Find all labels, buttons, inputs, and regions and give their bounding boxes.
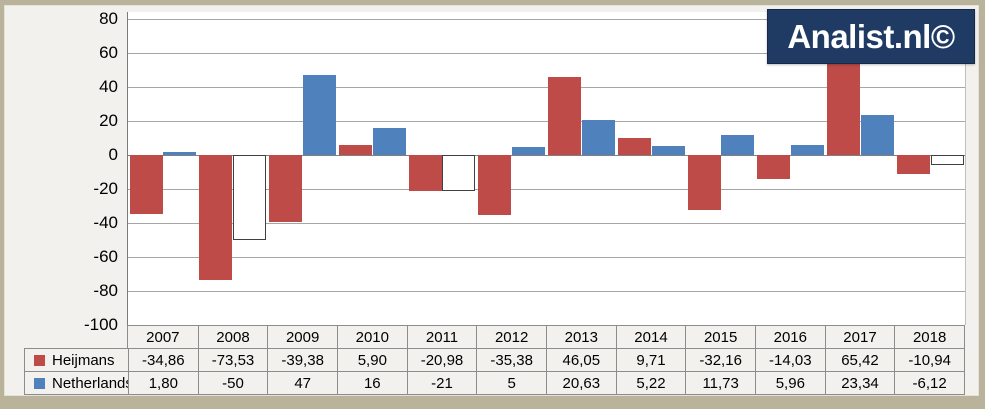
gridline [128,189,965,190]
year-header-2010: 2010 [336,326,407,348]
bar-netherlands-2018 [930,155,964,166]
legend-label: Netherlands [52,374,128,392]
bar-heijmans-2008 [199,155,233,280]
bar-netherlands-2007 [163,151,197,155]
bar-heijmans-2007 [129,155,163,215]
y-axis-tick-label: 0 [108,145,118,164]
legend-cell-netherlands: Netherlands [25,372,128,394]
year-header-2007: 2007 [146,328,180,346]
value-netherlands-2014: 5,22 [615,372,686,394]
year-header-2014: 2014 [615,326,686,348]
analist-logo-text: Analist.nl© [787,17,955,55]
value-heijmans-2016: -14,03 [754,349,825,371]
legend-label: Heijmans [52,351,115,369]
y-axis-tick-label: -20 [93,179,118,198]
value-netherlands-2017: 23,34 [824,372,895,394]
bar-netherlands-2014 [651,146,685,155]
year-header-2008: 2008 [197,326,268,348]
gridline [128,257,965,258]
value-netherlands-2012: 5 [476,372,546,394]
year-header-2012: 2012 [476,326,546,348]
value-netherlands-2009: 47 [267,372,337,394]
year-header-2011: 2011 [406,326,477,348]
value-heijmans-2012: -35,38 [476,349,546,371]
bar-heijmans-2009 [269,155,302,222]
value-netherlands-2018: -6,12 [894,372,964,394]
gridline [128,87,965,88]
y-axis-line [127,12,128,325]
analist-logo: Analist.nl© [767,9,975,64]
bar-netherlands-2010 [372,127,406,155]
plot-area [128,12,966,326]
value-netherlands-2013: 20,63 [545,372,616,394]
bar-heijmans-2011 [408,155,442,191]
gridline [128,121,965,122]
table-row-netherlands: Netherlands 1,80 -50 47 16 -21 5 20,63 5,22 11,73… [24,371,965,395]
bar-heijmans-2018 [896,155,930,174]
value-netherlands-2011: -21 [406,372,477,394]
table-year-header-row: 2007 2008 2009 2010 2011 2012 2013 2014 2015 2016… [127,325,965,349]
bar-netherlands-2011 [442,155,476,191]
year-header-2013: 2013 [545,326,616,348]
year-header-2016: 2016 [754,326,825,348]
zero-gridline [128,155,965,156]
value-netherlands-2010: 16 [336,372,407,394]
year-header-2009: 2009 [267,326,337,348]
value-heijmans-2010: 5,90 [336,349,407,371]
value-netherlands-2007: 1,80 [128,372,198,394]
value-netherlands-2008: -50 [197,372,268,394]
bar-heijmans-2013 [548,76,581,155]
value-heijmans-2017: 65,42 [824,349,895,371]
y-axis-tick-label: -40 [93,213,118,232]
bar-netherlands-2017 [860,115,894,155]
bar-netherlands-2008 [233,155,266,240]
y-axis-tick-label: 60 [99,43,118,62]
value-heijmans-2008: -73,53 [197,349,268,371]
year-header-2015: 2015 [685,326,755,348]
gridline [128,19,965,20]
bar-netherlands-2015 [721,135,755,155]
y-axis-tick-label: -100 [83,315,118,334]
y-axis-tick-label: 80 [99,9,118,28]
bar-netherlands-2013 [581,119,615,155]
value-heijmans-2014: 9,71 [615,349,686,371]
value-heijmans-2007: -34,86 [128,349,198,371]
legend-cell-heijmans: Heijmans [25,349,128,371]
value-heijmans-2018: -10,94 [894,349,964,371]
gridline [128,291,965,292]
bar-netherlands-2012 [512,146,545,155]
value-heijmans-2009: -39,38 [267,349,337,371]
year-header-2018: 2018 [894,326,964,348]
gridline [128,53,965,54]
bar-heijmans-2016 [757,155,791,179]
value-netherlands-2015: 11,73 [685,372,755,394]
bar-heijmans-2012 [478,155,512,216]
bar-heijmans-2014 [617,138,651,155]
legend-marker-netherlands [34,377,45,389]
value-heijmans-2015: -32,16 [685,349,755,371]
y-axis-tick-label: 20 [99,111,118,130]
y-axis-tick-label: -80 [93,281,118,300]
value-heijmans-2011: -20,98 [406,349,477,371]
legend-marker-heijmans [34,354,45,366]
bar-netherlands-2016 [791,144,824,155]
year-header-2017: 2017 [824,326,895,348]
bar-heijmans-2010 [338,144,372,155]
gridline [128,223,965,224]
table-row-heijmans: Heijmans -34,86 -73,53 -39,38 5,90 -20,98 -35,… [24,348,965,372]
y-axis-tick-label: -60 [93,247,118,266]
bar-netherlands-2009 [302,75,336,155]
value-netherlands-2016: 5,96 [754,372,825,394]
bar-heijmans-2015 [687,155,721,210]
y-axis-tick-label: 40 [99,77,118,96]
value-heijmans-2013: 46,05 [545,349,616,371]
